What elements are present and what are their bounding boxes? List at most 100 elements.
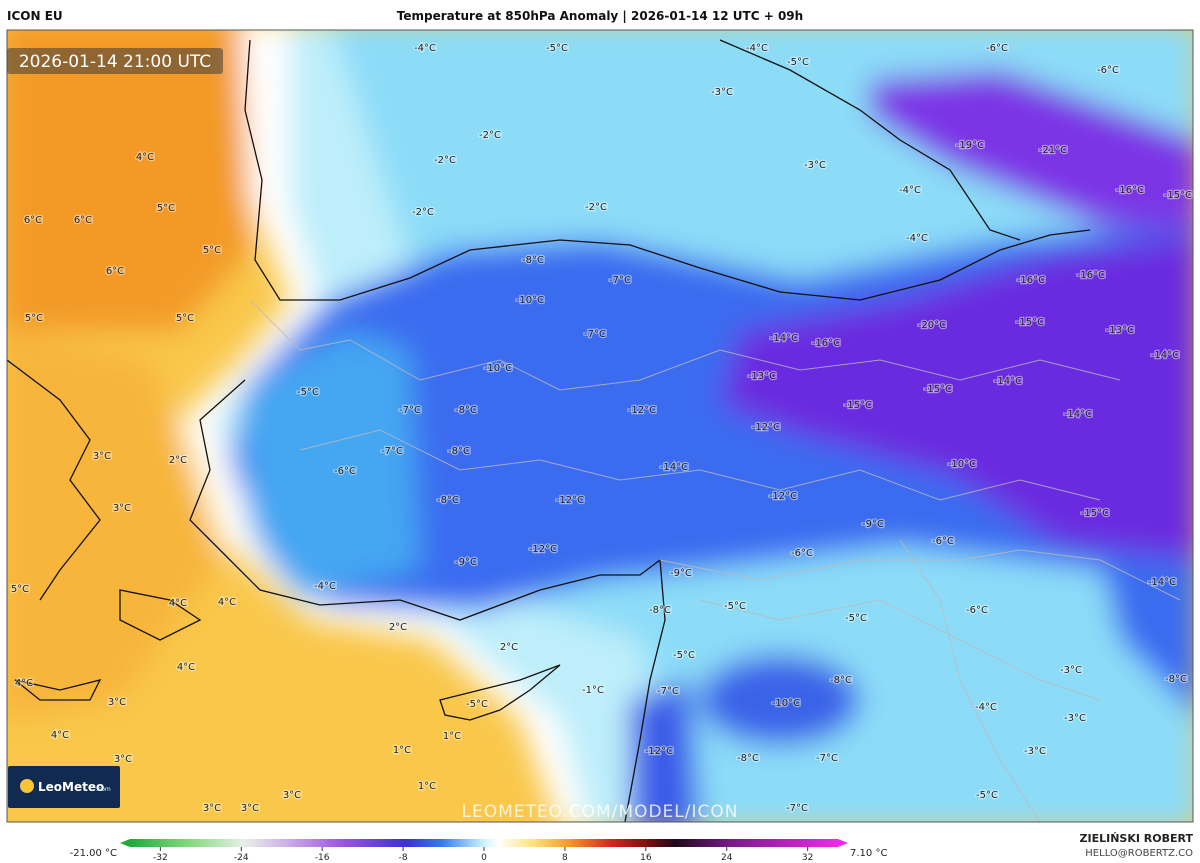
- temperature-label: 2°C: [169, 455, 187, 466]
- temperature-label: 2°C: [500, 642, 518, 653]
- temperature-label: 6°C: [106, 266, 124, 277]
- temperature-label: -5°C: [845, 613, 867, 624]
- temperature-label: 6°C: [24, 215, 42, 226]
- temperature-label: -5°C: [466, 699, 488, 710]
- colorbar: [130, 839, 838, 847]
- temperature-label: -19°C: [956, 140, 984, 151]
- temperature-label: -12°C: [645, 746, 673, 757]
- temperature-label: 4°C: [51, 730, 69, 741]
- model-name: ICON EU: [7, 9, 63, 23]
- author: ZIELIŃSKI ROBERT: [1080, 832, 1194, 845]
- temperature-label: -14°C: [660, 462, 688, 473]
- temperature-label: -7°C: [399, 405, 421, 416]
- colorbar-ticks: -32 -24 -16 -8 0 8 16 24 32: [153, 847, 813, 863]
- temperature-label: -12°C: [769, 491, 797, 502]
- logo-suffix: .com: [96, 786, 111, 793]
- temperature-label: -10°C: [484, 363, 512, 374]
- temperature-label: -16°C: [1116, 185, 1144, 196]
- temperature-label: 4°C: [218, 597, 236, 608]
- temperature-label: -6°C: [334, 466, 356, 477]
- temperature-label: -2°C: [479, 130, 501, 141]
- temperature-label: -20°C: [918, 320, 946, 331]
- timestamp: 2026-01-14 21:00 UTC: [19, 52, 211, 72]
- temperature-label: 1°C: [443, 731, 461, 742]
- temperature-label: -7°C: [381, 446, 403, 457]
- temperature-label: -8°C: [455, 405, 477, 416]
- temperature-label: -15°C: [924, 384, 952, 395]
- colorbar-tick-label: 24: [721, 853, 733, 863]
- temperature-label: -3°C: [804, 160, 826, 171]
- temperature-label: -14°C: [1148, 577, 1176, 588]
- temperature-label: -8°C: [737, 753, 759, 764]
- map-labels: -4°C -5°C -4°C -6°C -5°C -6°C -3°C -2°C -2°C -3°C…: [10, 42, 1193, 816]
- temperature-label: -3°C: [1064, 713, 1086, 724]
- temperature-label: -14°C: [1064, 409, 1092, 420]
- temperature-label: -5°C: [673, 650, 695, 661]
- temperature-label: -9°C: [670, 568, 692, 579]
- colorbar-tick-label: 32: [802, 853, 813, 863]
- temperature-label: 4°C: [169, 598, 187, 609]
- colorbar-max: 7.10 °C: [850, 848, 887, 859]
- colorbar-end: [120, 839, 130, 847]
- colorbar-tick-label: -24: [234, 853, 249, 863]
- temperature-label: -13°C: [1106, 325, 1134, 336]
- colorbar-min: -21.00 °C: [70, 848, 117, 859]
- temperature-label: -6°C: [1097, 65, 1119, 76]
- temperature-label: -6°C: [932, 536, 954, 547]
- temperature-label: 4°C: [136, 152, 154, 163]
- temperature-label: -2°C: [412, 207, 434, 218]
- temperature-label: -10°C: [772, 698, 800, 709]
- colorbar-tick-label: 0: [481, 853, 487, 863]
- temperature-label: -4°C: [899, 185, 921, 196]
- temperature-label: -8°C: [522, 255, 544, 266]
- temperature-label: -15°C: [1016, 317, 1044, 328]
- watermark: LEOMETEO.COM/MODEL/ICON: [462, 802, 739, 822]
- temperature-label: -5°C: [976, 790, 998, 801]
- temperature-label: -16°C: [1077, 270, 1105, 281]
- colorbar-end: [838, 839, 848, 847]
- temperature-label: 2°C: [389, 622, 407, 633]
- temperature-label: -10°C: [516, 295, 544, 306]
- temperature-label: -12°C: [628, 405, 656, 416]
- temperature-label: -3°C: [1024, 746, 1046, 757]
- temperature-label: -3°C: [711, 87, 733, 98]
- temperature-label: -5°C: [546, 43, 568, 54]
- temperature-label: 3°C: [114, 754, 132, 765]
- temperature-label: -4°C: [746, 43, 768, 54]
- temperature-label: -3°C: [1060, 665, 1082, 676]
- temperature-label: 4°C: [177, 662, 195, 673]
- temperature-label: 5°C: [157, 203, 175, 214]
- borders: [249, 299, 1181, 822]
- temperature-label: 3°C: [113, 503, 131, 514]
- temperature-label: 3°C: [93, 451, 111, 462]
- colorbar-tick-label: 16: [640, 853, 652, 863]
- temperature-label: -16°C: [812, 338, 840, 349]
- colorbar-tick-label: -32: [153, 853, 168, 863]
- temperature-label: -5°C: [297, 387, 319, 398]
- temperature-label: -7°C: [609, 275, 631, 286]
- map: -4°C -5°C -4°C -6°C -5°C -6°C -3°C -2°C -2°C -3°C…: [7, 30, 1193, 822]
- temperature-label: 1°C: [418, 781, 436, 792]
- temperature-label: -14°C: [770, 333, 798, 344]
- temperature-label: -13°C: [748, 371, 776, 382]
- timestamp-box: [7, 48, 223, 74]
- temperature-label: 6°C: [74, 215, 92, 226]
- temperature-label: -8°C: [830, 675, 852, 686]
- temperature-label: 4°C: [15, 678, 33, 689]
- temperature-label: -5°C: [724, 601, 746, 612]
- email: HELLO@ROBERTZ.CO: [1085, 848, 1193, 859]
- temperature-label: -8°C: [1165, 674, 1187, 685]
- temperature-label: 5°C: [176, 313, 194, 324]
- temperature-label: -12°C: [529, 544, 557, 555]
- colorbar-tick-label: -16: [315, 853, 330, 863]
- logo-icon: [20, 779, 34, 793]
- temperature-label: 3°C: [108, 697, 126, 708]
- map-frame: [6, 29, 1194, 823]
- temperature-label: -7°C: [816, 753, 838, 764]
- coastlines: [7, 39, 1091, 822]
- temperature-label: -12°C: [752, 422, 780, 433]
- temperature-label: 3°C: [241, 803, 259, 814]
- temperature-label: -15°C: [844, 400, 872, 411]
- chart-title: Temperature at 850hPa Anomaly | 2026-01-…: [397, 9, 803, 23]
